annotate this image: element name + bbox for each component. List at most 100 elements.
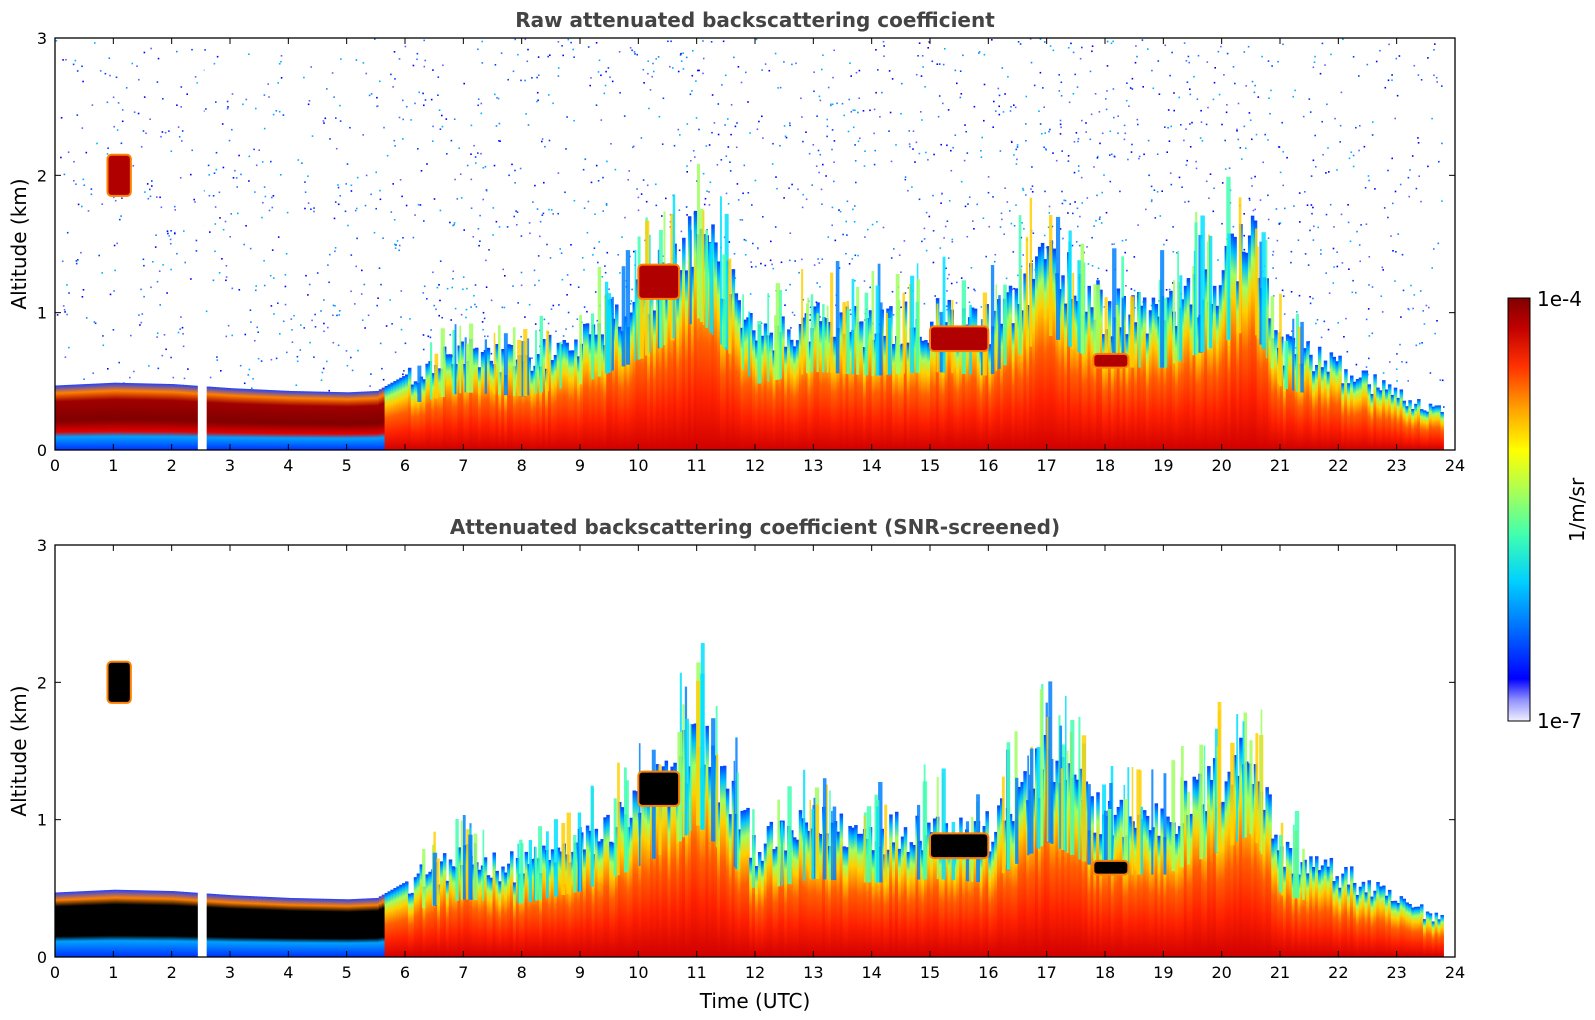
noise-speck <box>1232 225 1235 228</box>
noise-speck <box>1336 169 1338 171</box>
plume-spike <box>1027 755 1029 856</box>
noise-speck <box>933 153 935 156</box>
noise-speck <box>438 109 441 111</box>
noise-speck <box>252 378 254 380</box>
noise-speck <box>747 101 749 103</box>
noise-speck <box>682 68 685 70</box>
noise-speck <box>458 147 460 149</box>
noise-speck <box>273 313 275 315</box>
noise-speck <box>854 160 857 162</box>
noise-speck <box>1281 121 1283 124</box>
noise-speck <box>1087 263 1090 265</box>
noise-speck <box>960 93 963 95</box>
column-strip <box>1253 764 1258 957</box>
noise-speck <box>1076 86 1079 88</box>
boundary-layer <box>55 723 1444 957</box>
noise-speck <box>82 289 85 291</box>
column-strip <box>1055 760 1059 957</box>
noise-speck <box>310 66 312 68</box>
noise-speck <box>402 118 404 121</box>
noise-speck <box>1397 233 1399 235</box>
plume-spike <box>1200 215 1205 352</box>
noise-speck <box>477 48 479 51</box>
noise-speck <box>698 69 700 72</box>
plume-spike <box>538 826 543 900</box>
plume-spike <box>696 680 700 826</box>
x-tick-label: 8 <box>517 963 527 982</box>
column-strip <box>244 388 249 450</box>
noise-speck <box>345 350 348 352</box>
plume-spike <box>484 339 488 394</box>
column-strip <box>326 898 330 957</box>
column-strip <box>857 321 861 450</box>
noise-speck <box>278 63 281 65</box>
column-strip <box>1093 319 1097 450</box>
column-strip <box>247 389 252 450</box>
column-strip <box>892 842 896 957</box>
column-strip <box>206 386 211 450</box>
noise-speck <box>1043 234 1046 237</box>
noise-speck <box>1185 164 1188 166</box>
x-tick-label: 16 <box>978 456 998 475</box>
noise-speck <box>129 376 131 379</box>
noise-speck <box>220 370 222 372</box>
noise-speck <box>1091 45 1094 47</box>
plume-spike <box>1260 709 1263 855</box>
column-strip <box>1204 811 1208 957</box>
noise-speck <box>783 197 785 199</box>
noise-speck <box>402 99 404 102</box>
noise-speck <box>94 322 97 325</box>
noise-speck <box>1365 318 1368 321</box>
noise-speck <box>222 166 225 169</box>
column-strip <box>1023 273 1027 450</box>
column-strip <box>393 888 397 957</box>
noise-speck <box>920 111 922 113</box>
column-strip <box>215 387 219 450</box>
noise-speck <box>390 73 392 76</box>
plume-spike <box>1297 326 1302 392</box>
column-strip <box>1422 410 1427 450</box>
column-strip <box>664 295 669 450</box>
noise-speck <box>299 349 302 351</box>
column-strip <box>568 862 572 957</box>
column-strip <box>247 896 252 957</box>
noise-speck <box>334 250 336 253</box>
column-strip <box>1358 377 1363 450</box>
column-strip <box>737 829 742 957</box>
column-strip <box>139 383 144 450</box>
column-strip <box>652 310 657 450</box>
noise-speck <box>1433 49 1435 51</box>
column-strip <box>160 890 164 957</box>
column-strip <box>1169 290 1173 450</box>
noise-speck <box>1328 171 1330 173</box>
noise-speck <box>586 310 588 313</box>
y-tick-label: 1 <box>37 811 47 830</box>
column-strip <box>218 387 222 450</box>
noise-speck <box>680 52 682 55</box>
noise-speck <box>1151 199 1153 201</box>
column-strip <box>871 339 876 450</box>
column-strip <box>332 898 336 957</box>
column-strip <box>1110 336 1115 450</box>
plume-spike <box>455 819 459 901</box>
noise-speck <box>215 168 218 171</box>
column-strip <box>428 361 432 450</box>
plume-spike <box>1279 293 1282 387</box>
noise-speck <box>605 204 608 206</box>
column-strip <box>722 299 727 450</box>
noise-speck <box>851 258 854 260</box>
elevated-layers <box>106 660 1130 876</box>
noise-speck <box>947 109 950 111</box>
noise-speck <box>772 267 775 270</box>
column-strip <box>880 309 884 450</box>
noise-speck <box>546 243 548 246</box>
column-strip <box>699 767 704 957</box>
noise-speck <box>1067 212 1069 214</box>
noise-speck <box>1058 74 1060 76</box>
plume-spike <box>995 284 998 371</box>
column-strip <box>962 308 966 450</box>
noise-speck <box>130 334 132 337</box>
noise-speck <box>1232 66 1235 68</box>
plume-spike <box>702 210 705 325</box>
noise-speck <box>543 181 545 184</box>
